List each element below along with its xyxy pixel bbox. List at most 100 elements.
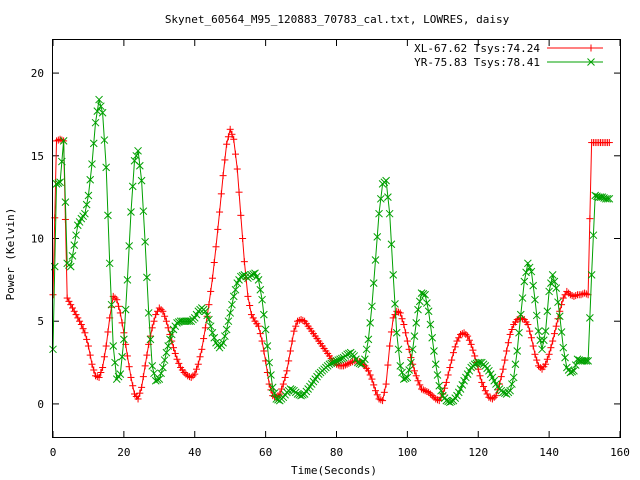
point-0-48-mid bbox=[221, 156, 229, 164]
point-1-102 bbox=[410, 332, 419, 340]
point-0-119 bbox=[471, 352, 479, 360]
point-1-16-mid bbox=[107, 300, 116, 309]
point-0-125 bbox=[492, 392, 500, 400]
point-0-117-mid bbox=[465, 336, 473, 344]
point-1-107 bbox=[428, 333, 437, 342]
point-1-25-mid bbox=[139, 207, 148, 216]
point-0-51-mid bbox=[232, 150, 240, 158]
point-0-116-mid bbox=[462, 330, 470, 338]
point-1-157 bbox=[605, 194, 614, 203]
point-0-37 bbox=[180, 368, 188, 376]
point-1-16 bbox=[105, 259, 114, 268]
point-0-113-mid bbox=[451, 343, 459, 351]
point-0-100 bbox=[403, 337, 411, 345]
point-1-120 bbox=[474, 358, 483, 367]
point-1-60 bbox=[261, 325, 270, 334]
point-1-5 bbox=[66, 262, 75, 271]
point-0-12-mid bbox=[93, 373, 101, 381]
point-0-54 bbox=[240, 258, 248, 266]
point-0-65 bbox=[279, 380, 287, 388]
point-0-40 bbox=[191, 370, 199, 378]
point-0-136 bbox=[531, 350, 539, 358]
point-1-100-mid bbox=[405, 366, 414, 374]
point-0-95 bbox=[386, 342, 394, 350]
x-tick-label-1: 20 bbox=[117, 446, 130, 459]
point-1-109 bbox=[435, 381, 444, 390]
point-0-34 bbox=[169, 344, 177, 352]
point-0-59-mid bbox=[260, 347, 268, 355]
point-0-67-mid bbox=[288, 337, 296, 345]
point-0-141-mid bbox=[550, 330, 558, 338]
y-tick-label-2: 10 bbox=[31, 233, 44, 246]
point-1-14-mid bbox=[100, 136, 109, 144]
point-1-38 bbox=[183, 317, 192, 326]
point-1-1-mid bbox=[54, 179, 63, 187]
point-0-32 bbox=[162, 317, 170, 325]
point-0-102-mid bbox=[412, 372, 420, 380]
point-0-145-mid bbox=[565, 289, 573, 297]
point-0-140 bbox=[545, 350, 553, 358]
point-1-131 bbox=[513, 347, 522, 355]
point-0-114-mid bbox=[455, 334, 463, 342]
point-1-92 bbox=[375, 209, 383, 218]
point-0-44-mid bbox=[207, 287, 215, 295]
point-1-90-mid bbox=[369, 279, 378, 288]
point-1-59 bbox=[258, 295, 266, 304]
point-0-50-mid bbox=[228, 130, 236, 138]
point-0-25-mid bbox=[139, 373, 147, 381]
point-0-55-mid bbox=[246, 301, 254, 309]
point-1-97-mid bbox=[394, 345, 403, 354]
point-1-19-mid bbox=[118, 352, 126, 361]
point-0-17-mid bbox=[111, 294, 119, 302]
point-0-137 bbox=[534, 362, 542, 370]
point-0-14 bbox=[99, 364, 107, 372]
point-0-8 bbox=[77, 321, 85, 329]
point-0-13 bbox=[95, 373, 103, 381]
point-1-5-mid bbox=[68, 252, 77, 260]
point-1-25 bbox=[137, 176, 146, 185]
point-0-26-mid bbox=[143, 351, 151, 359]
point-0-21-mid bbox=[125, 363, 133, 371]
point-0-37-mid bbox=[182, 370, 190, 378]
point-1-97 bbox=[392, 328, 401, 337]
point-0-111 bbox=[442, 378, 450, 386]
point-0-24-mid bbox=[136, 389, 144, 397]
point-1-103-mid bbox=[415, 297, 424, 306]
point-0-137-mid bbox=[536, 364, 544, 372]
point-0-150 bbox=[581, 289, 589, 297]
point-1-115-mid bbox=[458, 381, 467, 389]
point-0-28-mid bbox=[150, 317, 158, 325]
point-0-92-mid bbox=[377, 396, 385, 404]
point-1-143 bbox=[555, 312, 564, 321]
point-0-123-mid bbox=[487, 394, 495, 402]
point-1-22-mid bbox=[128, 182, 137, 191]
point-0-6-mid bbox=[72, 311, 80, 319]
point-0-139-mid bbox=[543, 355, 551, 363]
point-1-13-mid bbox=[96, 102, 105, 111]
point-0-117 bbox=[464, 332, 472, 340]
point-0-67 bbox=[286, 347, 294, 355]
point-1-3-mid bbox=[61, 198, 70, 206]
point-1-33 bbox=[166, 335, 174, 344]
point-1-12 bbox=[91, 118, 100, 127]
point-1-156-mid bbox=[603, 194, 612, 203]
point-0-53-mid bbox=[239, 235, 247, 242]
plot-frame bbox=[52, 39, 621, 438]
point-1-14 bbox=[98, 108, 107, 117]
point-0-97 bbox=[393, 307, 401, 315]
point-0-40-mid bbox=[193, 365, 201, 373]
point-0-9-mid bbox=[83, 335, 91, 343]
point-0-98-mid bbox=[398, 315, 406, 323]
point-0-89 bbox=[364, 367, 372, 375]
point-1-28 bbox=[148, 362, 157, 370]
point-0-58 bbox=[255, 322, 263, 330]
point-0-141 bbox=[549, 337, 557, 345]
point-1-141 bbox=[548, 271, 557, 279]
point-0-25 bbox=[138, 383, 146, 391]
point-0-108 bbox=[432, 395, 440, 403]
point-1-58 bbox=[254, 276, 263, 284]
point-1-129-mid bbox=[508, 380, 516, 388]
point-1-146-mid bbox=[568, 367, 577, 376]
point-1-156 bbox=[601, 194, 610, 203]
point-0-13-mid bbox=[97, 368, 105, 376]
